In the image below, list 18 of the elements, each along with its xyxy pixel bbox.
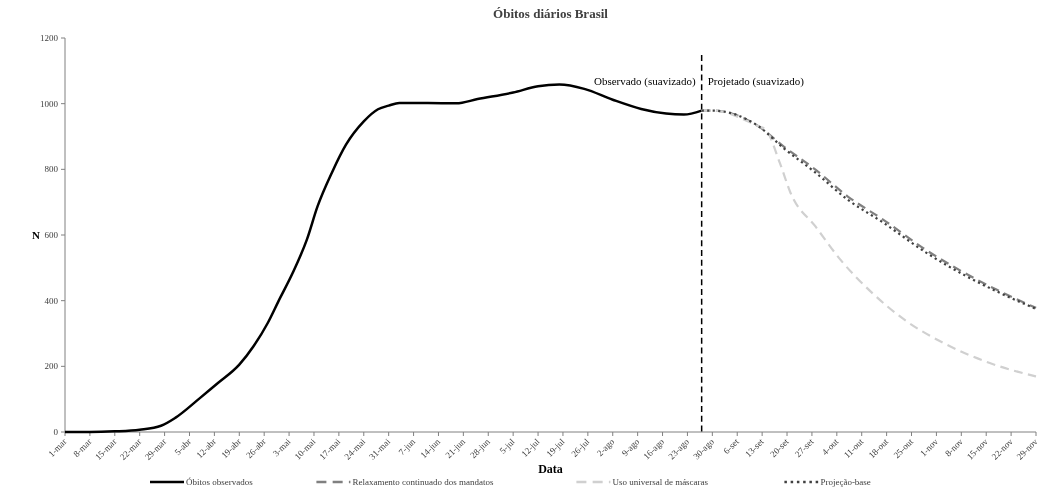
legend-label: Uso universal de máscaras — [612, 477, 709, 487]
annotation: Observado (suavizado) — [593, 75, 696, 88]
x-tick-label: 7-jun — [396, 436, 418, 458]
y-tick-label: 200 — [44, 361, 59, 372]
chart-title: Óbitos diários Brasil — [493, 6, 609, 21]
x-axis-title: Data — [538, 462, 563, 476]
y-axis-title: N — [32, 228, 41, 241]
y-tick-label: 400 — [44, 295, 59, 306]
y-tick-label: 800 — [44, 164, 59, 175]
legend-label: Relaxamento continuado dos mandatos — [352, 477, 495, 487]
annotation: Projetado (suavizado) — [707, 75, 805, 88]
legend-label: Projeção-base — [820, 477, 871, 487]
y-tick-label: 1200 — [40, 33, 59, 44]
y-tick-label: 0 — [53, 427, 59, 438]
legend-label: Óbitos observados — [186, 477, 254, 487]
x-tick-label: 6-set — [721, 436, 742, 457]
y-tick-label: 1000 — [40, 98, 59, 109]
y-tick-label: 600 — [44, 230, 59, 241]
